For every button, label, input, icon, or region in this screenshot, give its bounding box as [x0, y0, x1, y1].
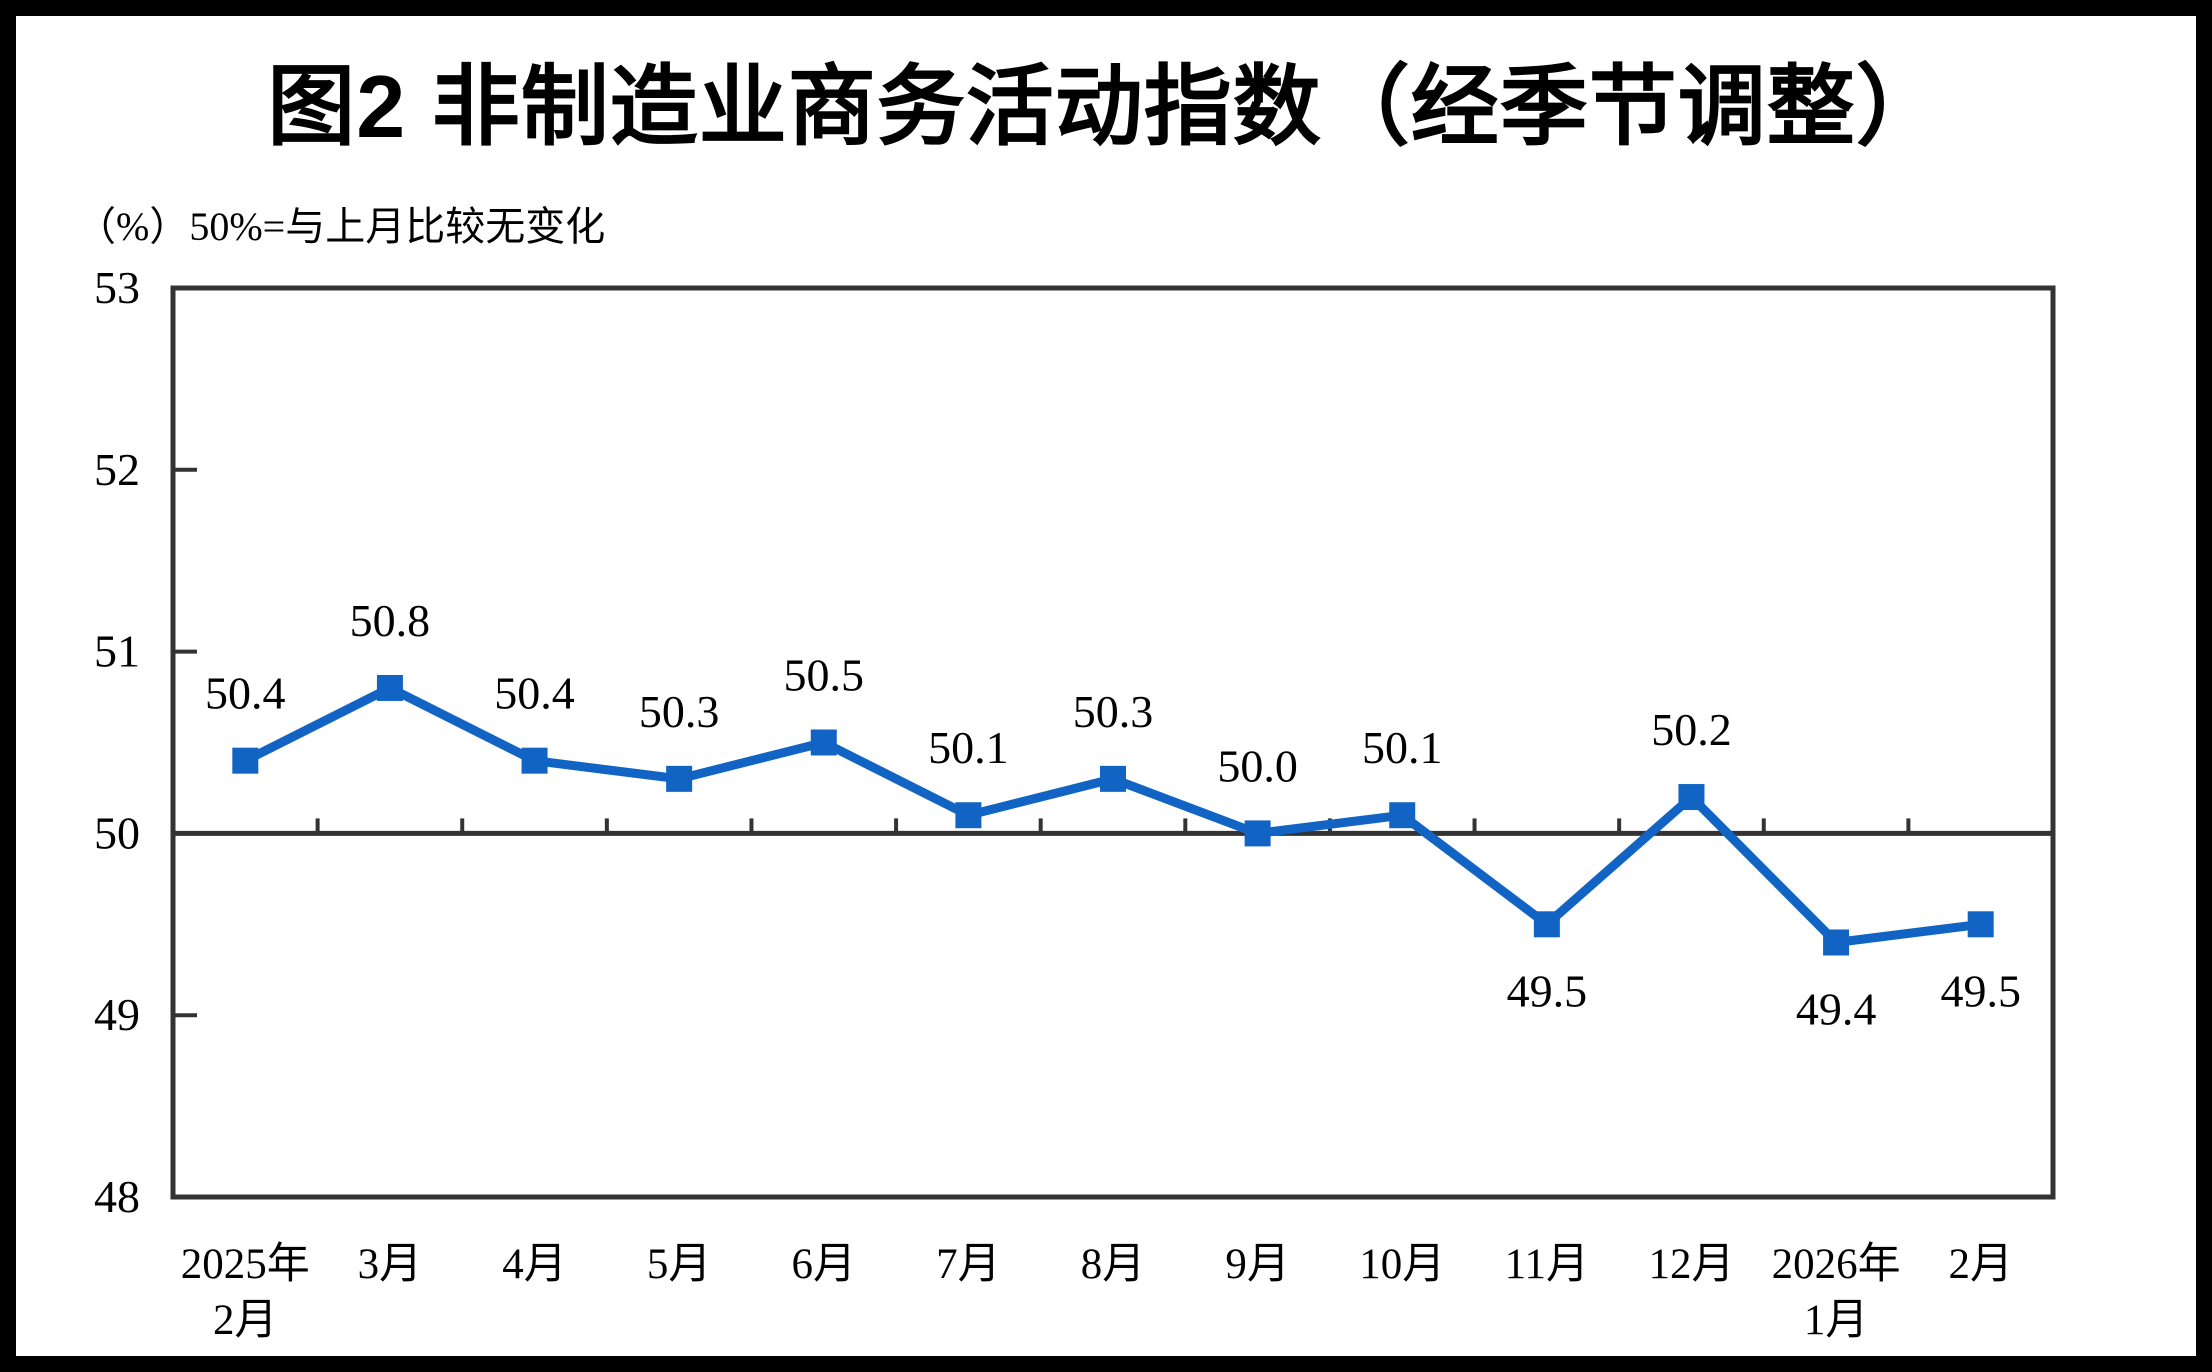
x-axis-label: 7月 [936, 1241, 1001, 1288]
y-axis-label: 48 [94, 1171, 140, 1222]
data-point-label: 50.0 [1217, 740, 1298, 791]
data-point-marker [1967, 911, 1994, 938]
data-point-label: 49.4 [1796, 983, 1877, 1034]
data-point-marker [376, 674, 403, 701]
x-axis-label: 2025年 [181, 1241, 310, 1288]
data-point-marker [1389, 802, 1416, 829]
y-axis-label: 49 [94, 989, 140, 1040]
data-point-marker [1244, 820, 1271, 847]
data-point-marker [521, 747, 548, 774]
y-axis-label: 50 [94, 807, 140, 858]
x-axis-label: 2月 [213, 1297, 278, 1344]
data-point-label: 50.2 [1651, 704, 1732, 755]
x-axis-label: 4月 [502, 1241, 567, 1288]
data-point-label: 50.1 [928, 722, 1009, 773]
y-axis-label: 52 [94, 444, 140, 495]
x-axis-label: 11月 [1505, 1241, 1589, 1288]
x-axis-label: 12月 [1648, 1241, 1734, 1288]
chart-title: 图2 非制造业商务活动指数（经季节调整） [267, 57, 1945, 156]
plot-border [170, 285, 2056, 1200]
data-point-label: 49.5 [1507, 965, 1588, 1016]
y-axis-label: 51 [94, 626, 140, 677]
data-point-label: 50.5 [784, 650, 865, 701]
x-axis-label: 3月 [358, 1241, 423, 1288]
data-point-label: 50.4 [205, 668, 286, 719]
data-point-marker [1678, 784, 1705, 811]
data-point-label: 49.5 [1940, 965, 2021, 1016]
x-axis-label: 2026年 [1772, 1241, 1901, 1288]
x-axis-label: 8月 [1081, 1241, 1146, 1288]
data-point-label: 50.3 [1073, 686, 1154, 737]
data-point-marker [666, 765, 693, 792]
data-point-label: 50.8 [350, 595, 431, 646]
data-point-marker [232, 747, 259, 774]
x-axis-label: 1月 [1804, 1297, 1869, 1344]
x-axis-label: 9月 [1225, 1241, 1290, 1288]
data-point-label: 50.3 [639, 686, 720, 737]
x-axis-label: 5月 [647, 1241, 712, 1288]
x-axis-label: 2月 [1948, 1241, 2013, 1288]
data-point-marker [810, 729, 837, 756]
data-point-marker [1533, 911, 1560, 938]
axis-unit-note: （%）50%=与上月比较无变化 [76, 204, 606, 249]
y-axis-label: 53 [94, 262, 140, 313]
data-point-marker [1100, 765, 1126, 792]
x-axis-label: 6月 [792, 1241, 857, 1288]
x-axis-label: 10月 [1359, 1241, 1445, 1288]
data-point-marker [1823, 929, 1850, 956]
data-point-marker [955, 802, 982, 829]
data-point-label: 50.4 [494, 668, 575, 719]
data-point-label: 50.1 [1362, 722, 1443, 773]
